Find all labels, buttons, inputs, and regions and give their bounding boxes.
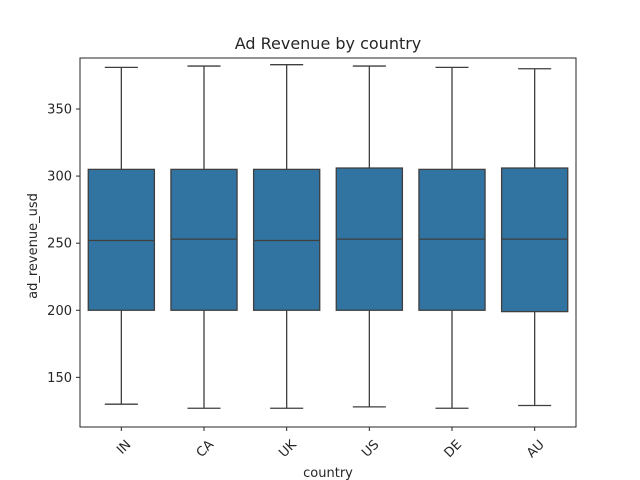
box-CA	[170, 168, 238, 311]
y-axis-label: ad_revenue_usd	[26, 193, 41, 299]
plot-frame	[79, 57, 577, 428]
box-UK	[252, 168, 321, 311]
box-DE	[418, 168, 486, 311]
x-tick-label-UK: UK	[276, 437, 300, 461]
y-tick-label-350: 350	[47, 102, 72, 117]
x-axis-label: country	[303, 466, 353, 480]
x-tick-label-AU: AU	[524, 437, 548, 461]
x-tick-label-CA: CA	[194, 437, 217, 460]
x-tick-label-US: US	[359, 437, 382, 460]
y-tick-label-200: 200	[47, 304, 72, 319]
x-tick-label-IN: IN	[114, 437, 134, 457]
x-tick-label-DE: DE	[442, 437, 466, 461]
chart-title: Ad Revenue by country	[235, 34, 422, 53]
plot-area: IN CA UK US DE AU 150 200 250 300 350	[47, 57, 577, 461]
y-tick-label-300: 300	[47, 170, 72, 185]
box-AU	[500, 167, 569, 313]
y-tick-label-250: 250	[47, 237, 72, 252]
y-tick-label-150: 150	[47, 371, 72, 386]
box-IN	[87, 168, 156, 311]
